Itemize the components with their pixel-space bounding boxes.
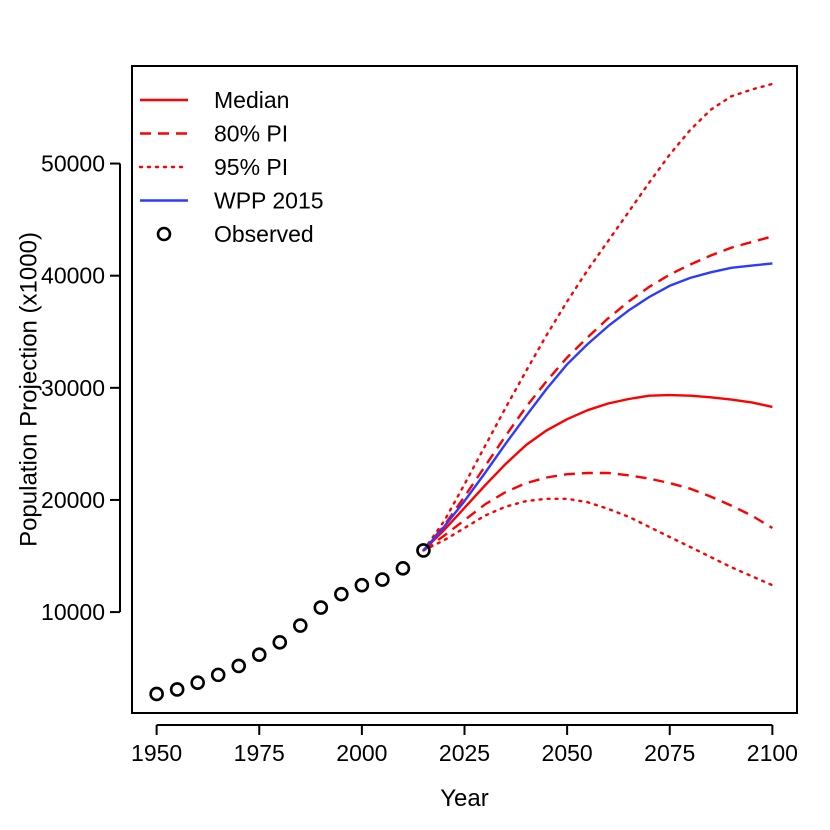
series-line-80-pi-lower bbox=[422, 471, 774, 552]
legend-label: 95% PI bbox=[214, 154, 288, 180]
y-tick-label: 50000 bbox=[41, 151, 105, 177]
observed-point bbox=[293, 618, 308, 633]
series-line-95-pi bbox=[422, 82, 774, 552]
observed-point bbox=[395, 561, 411, 576]
series-line-95-pi-lower bbox=[422, 497, 774, 587]
legend-item-observed: Observed bbox=[156, 221, 314, 247]
legend-label: Observed bbox=[214, 221, 314, 247]
y-tick-label: 30000 bbox=[41, 375, 105, 401]
legend-swatch bbox=[156, 226, 172, 242]
x-tick-label: 2075 bbox=[644, 740, 695, 766]
axes: 1950 1975 2000 2025 2050 2075 2100 10000 20000 30… bbox=[41, 151, 798, 766]
legend: Median 80% PI 95% PI WPP 2015 Observed bbox=[138, 87, 324, 247]
legend-label: Median bbox=[214, 87, 289, 113]
observed-point bbox=[149, 686, 164, 702]
legend-item-80-pi: 80% PI bbox=[140, 121, 288, 147]
observed-point bbox=[272, 635, 288, 650]
x-axis-title: Year bbox=[440, 785, 489, 812]
observed-point bbox=[190, 675, 205, 691]
series-line-80-pi bbox=[422, 235, 773, 552]
y-tick-label: 20000 bbox=[41, 487, 105, 513]
legend-item-wpp-2015: WPP 2015 bbox=[140, 188, 324, 214]
observed-point bbox=[251, 647, 267, 662]
observed-point bbox=[334, 586, 349, 602]
plot-marks bbox=[149, 82, 774, 702]
series-line-wpp-2015 bbox=[422, 262, 773, 552]
x-tick-label: 2000 bbox=[336, 740, 387, 766]
series-line-median bbox=[422, 393, 773, 552]
observed-point bbox=[375, 572, 390, 587]
x-tick-label: 2050 bbox=[542, 740, 593, 766]
observed-point bbox=[354, 577, 370, 593]
y-axis-title: Population Projection (x1000) bbox=[15, 232, 42, 547]
x-tick-label: 2100 bbox=[747, 740, 798, 766]
legend-item-median: Median bbox=[140, 87, 289, 113]
legend-label: 80% PI bbox=[214, 121, 288, 147]
y-tick-label: 40000 bbox=[41, 263, 105, 289]
x-tick-label: 2025 bbox=[439, 740, 490, 766]
legend-label: WPP 2015 bbox=[214, 188, 324, 214]
observed-point bbox=[169, 682, 185, 697]
observed-point bbox=[416, 543, 431, 558]
legend-item-95-pi: 95% PI bbox=[138, 154, 288, 180]
y-tick-label: 10000 bbox=[41, 599, 105, 625]
plot-frame bbox=[131, 65, 798, 714]
observed-point bbox=[313, 600, 329, 615]
x-tick-label: 1950 bbox=[131, 740, 182, 766]
observed-point bbox=[210, 667, 226, 683]
x-tick-label: 1975 bbox=[234, 740, 285, 766]
observed-point bbox=[231, 658, 247, 674]
